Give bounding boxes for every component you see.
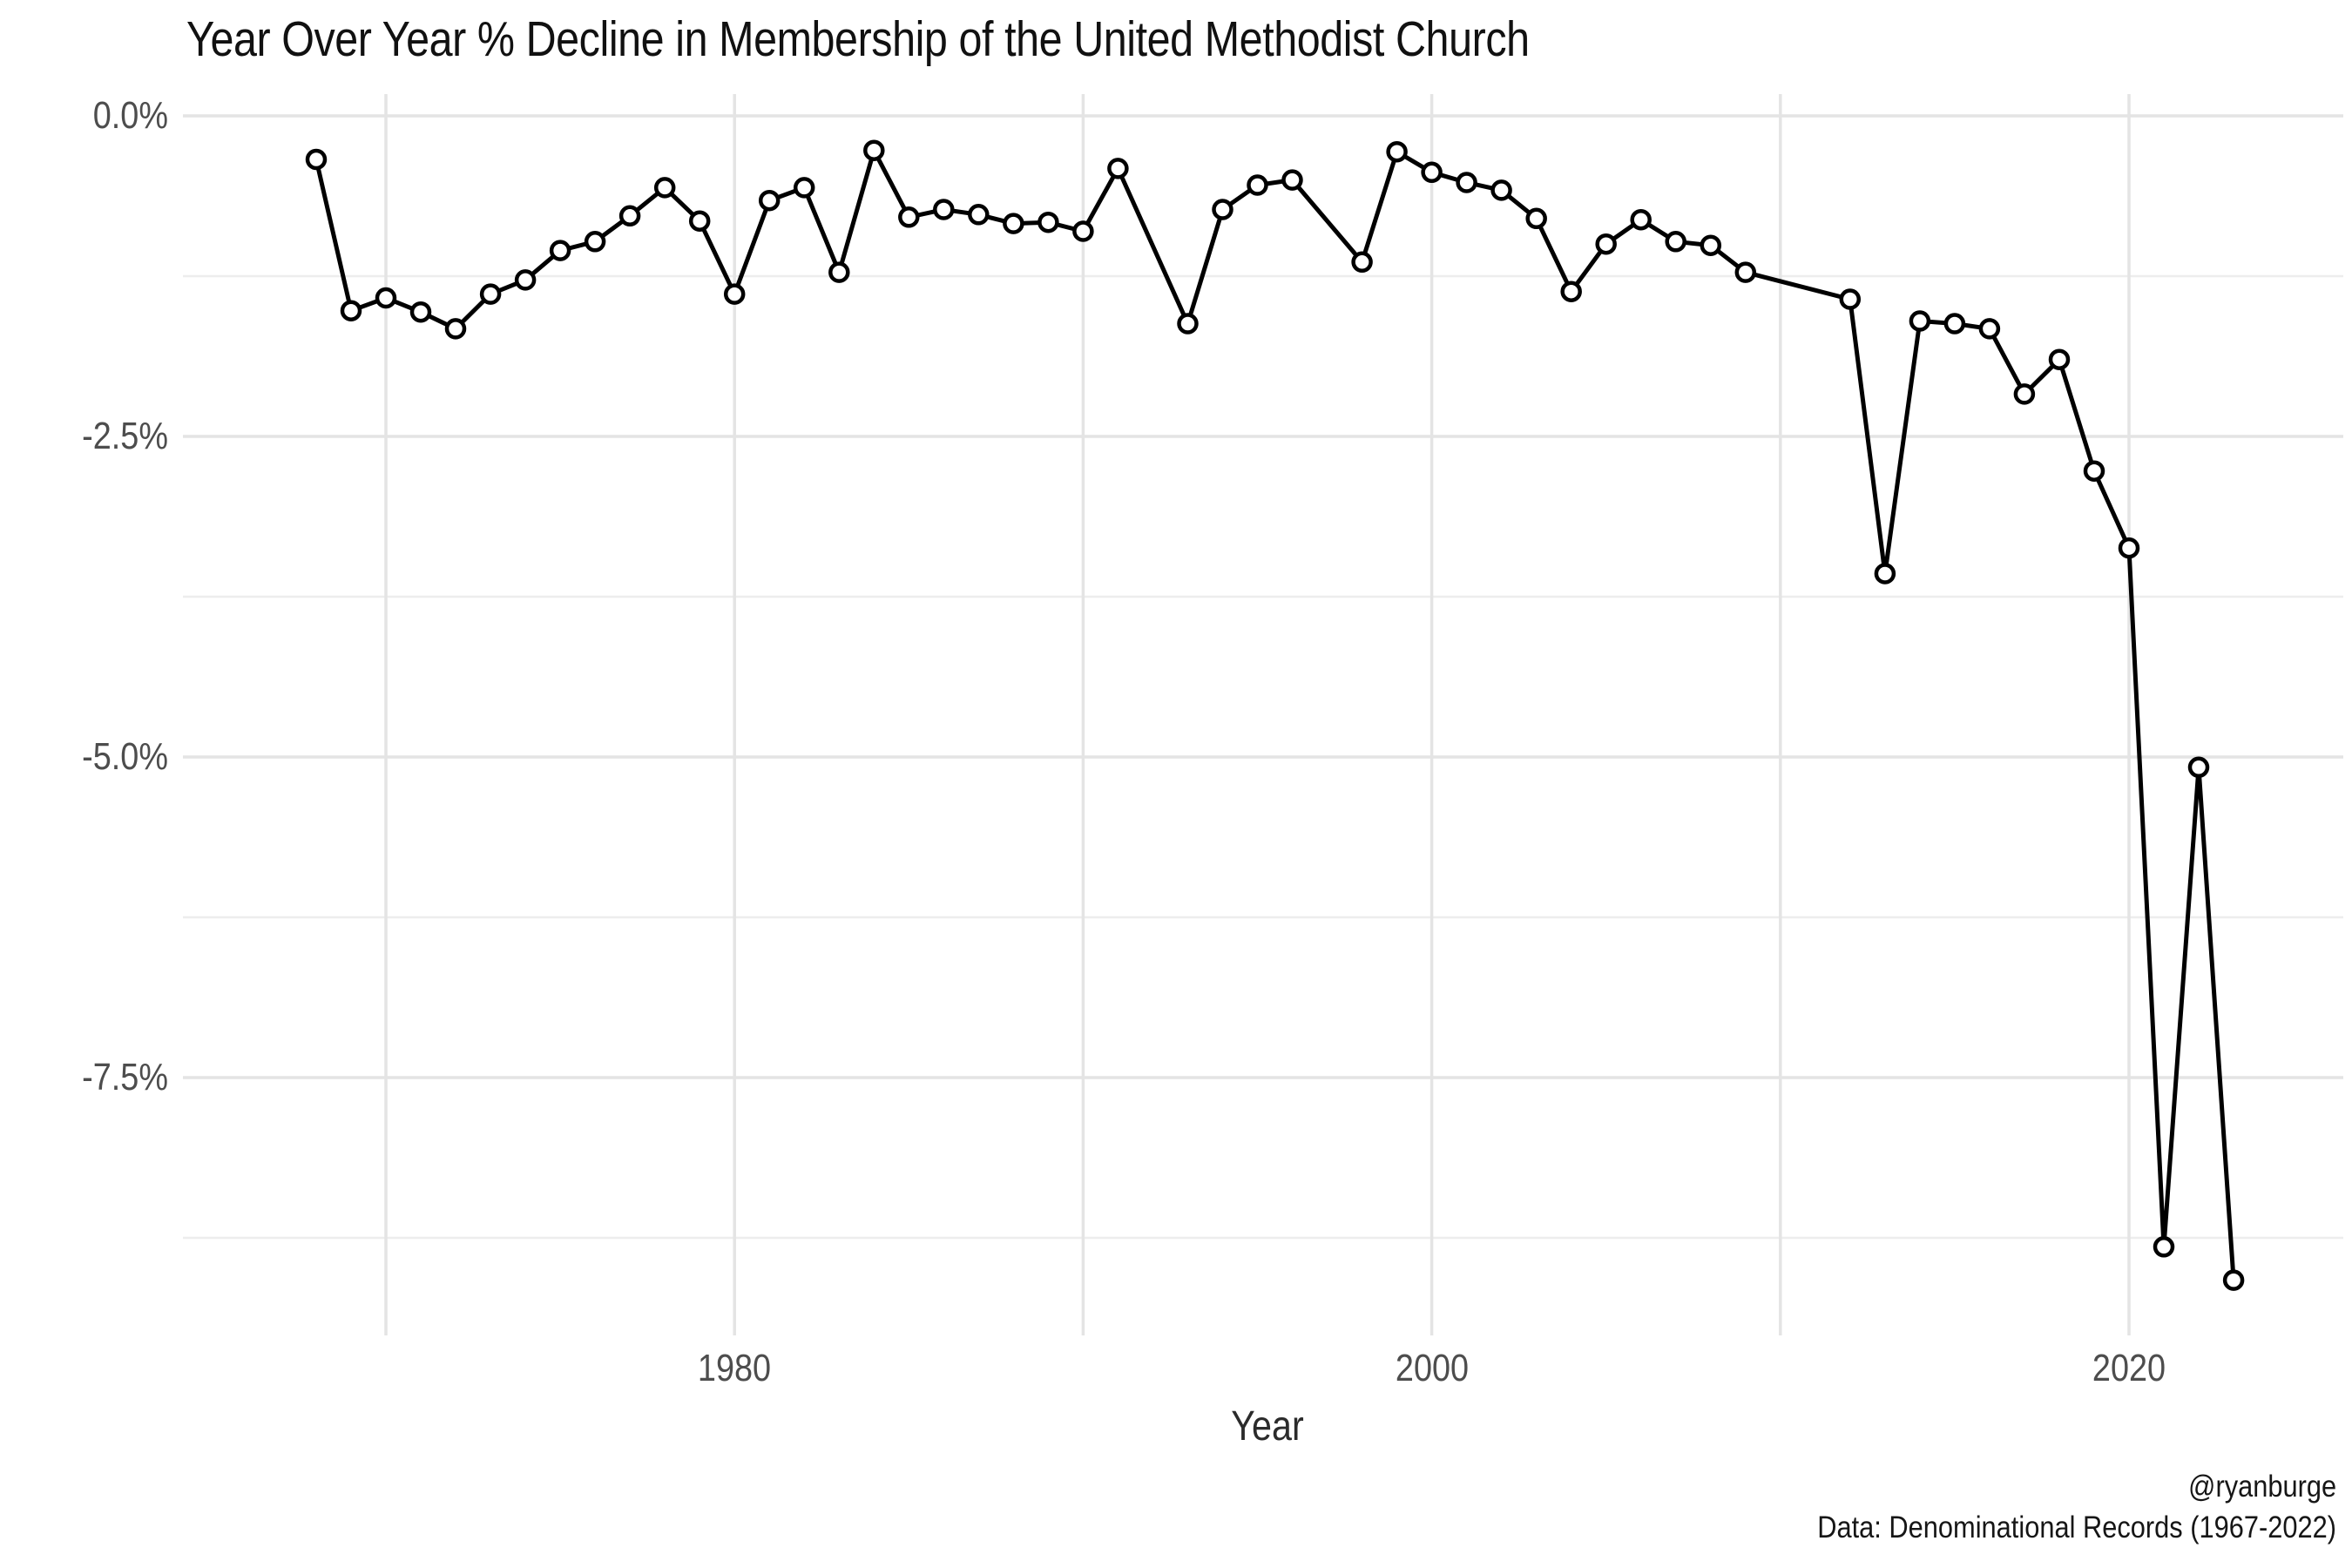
- data-point: [2222, 1269, 2245, 1291]
- data-point: [1874, 563, 1896, 585]
- data-point: [1734, 261, 1757, 283]
- data-point: [828, 261, 850, 283]
- data-point: [723, 283, 746, 305]
- data-point: [409, 301, 432, 323]
- data-point: [1351, 251, 1373, 274]
- data-point: [2153, 1236, 2175, 1258]
- x-tick-label: 1980: [697, 1347, 772, 1389]
- data-point: [2048, 348, 2071, 370]
- data-point: [968, 204, 990, 226]
- data-point: [1281, 169, 1303, 191]
- caption-source: Data: Denominational Records (1967-2022): [1817, 1511, 2336, 1544]
- x-tick-label: 2020: [2092, 1347, 2166, 1389]
- x-tick-label: 2000: [1395, 1347, 1470, 1389]
- data-point: [305, 148, 328, 171]
- membership-decline-line: [314, 144, 2236, 1281]
- data-point: [1421, 161, 1443, 184]
- data-point: [549, 240, 571, 261]
- data-point: [1560, 280, 1582, 302]
- x-axis-title: Year: [1231, 1403, 1304, 1450]
- data-point: [444, 318, 467, 340]
- data-point: [898, 206, 920, 228]
- data-point: [1595, 233, 1617, 255]
- data-point: [1978, 318, 2001, 340]
- data-point: [1909, 310, 1931, 332]
- data-point: [1003, 213, 1024, 234]
- data-point: [1247, 174, 1268, 196]
- data-point: [375, 287, 397, 309]
- data-point: [793, 177, 815, 199]
- data-point: [2013, 383, 2036, 405]
- data-point: [479, 283, 502, 305]
- data-point: [758, 189, 781, 212]
- caption-handle: @ryanburge: [2188, 1470, 2336, 1504]
- data-point: [1665, 231, 1686, 253]
- y-tick-label: 0.0%: [92, 94, 168, 137]
- chart-title: Year Over Year % Decline in Membership o…: [186, 11, 1530, 67]
- data-point: [340, 300, 362, 321]
- data-point: [1839, 288, 1862, 310]
- data-point: [1943, 313, 1966, 335]
- data-point: [1490, 179, 1512, 201]
- data-point: [2083, 460, 2105, 482]
- data-point: [1386, 140, 1408, 163]
- data-point: [584, 231, 606, 253]
- data-point: [863, 139, 885, 161]
- data-point: [653, 177, 676, 199]
- y-tick-label: -5.0%: [82, 735, 168, 778]
- data-point: [1072, 220, 1094, 242]
- data-point: [933, 199, 955, 220]
- data-point: [2118, 537, 2140, 559]
- data-point: [618, 205, 641, 227]
- data-point: [2187, 756, 2210, 779]
- data-point: [688, 210, 711, 232]
- data-point: [1525, 207, 1547, 230]
- data-point: [1456, 172, 1477, 193]
- data-point: [1700, 234, 1722, 256]
- data-point: [1107, 158, 1129, 179]
- data-point: [514, 269, 537, 291]
- y-tick-label: -7.5%: [82, 1056, 168, 1098]
- data-point: [1037, 211, 1059, 233]
- data-point: [1177, 313, 1199, 335]
- data-point: [1630, 208, 1652, 231]
- data-point: [1212, 199, 1233, 220]
- y-tick-label: -2.5%: [82, 415, 168, 457]
